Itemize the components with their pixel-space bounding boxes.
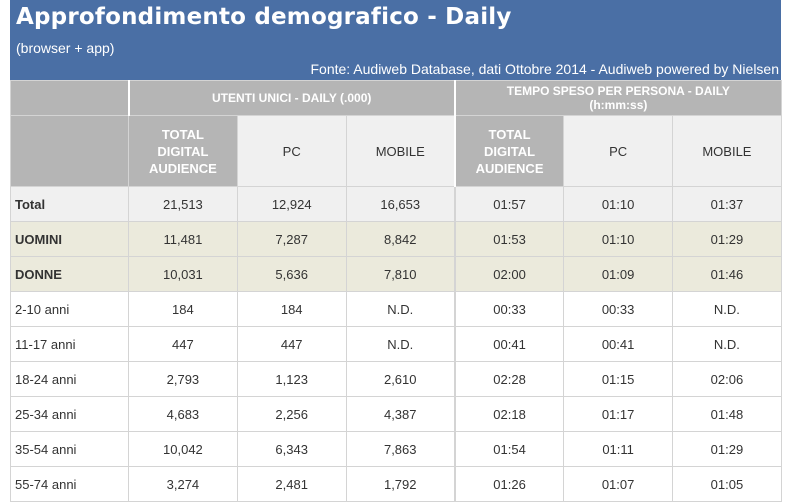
cell: 10,042 <box>128 431 238 467</box>
row-label: UOMINI <box>10 221 129 257</box>
page-subtitle: (browser + app) <box>16 40 115 56</box>
cell: 4,683 <box>128 396 238 432</box>
cell: 184 <box>128 291 238 327</box>
cell: 01:29 <box>672 221 782 257</box>
group-header-time-line1: TEMPO SPESO PER PERSONA - DAILY <box>506 84 730 98</box>
cell: 21,513 <box>128 186 238 222</box>
cell: 01:07 <box>563 466 673 502</box>
col-header-line: DIGITAL <box>484 143 536 159</box>
cell: 01:29 <box>672 431 782 467</box>
table-row: 25-34 anni 4,683 2,256 4,387 02:18 01:17… <box>10 396 782 432</box>
col-header-users-mobile: MOBILE <box>345 115 456 187</box>
table-row: 2-10 anni 184 184 N.D. 00:33 00:33 N.D. <box>10 291 782 327</box>
cell: 12,924 <box>236 186 347 222</box>
cell: 447 <box>128 326 238 362</box>
cell: 02:00 <box>453 256 565 292</box>
table-row: Total 21,513 12,924 16,653 01:57 01:10 0… <box>10 186 782 222</box>
cell: 00:41 <box>453 326 565 362</box>
source-note: Fonte: Audiweb Database, dati Ottobre 20… <box>310 61 779 77</box>
cell: 5,636 <box>236 256 347 292</box>
cell: 2,256 <box>236 396 347 432</box>
row-label: Total <box>10 186 129 222</box>
col-header-users-total-digital-audience: TOTAL DIGITAL AUDIENCE <box>128 115 238 187</box>
cell: N.D. <box>672 326 782 362</box>
group-header-time-line2: (h:mm:ss) <box>589 98 648 112</box>
page-title: Approfondimento demografico - Daily <box>16 4 512 30</box>
row-label: 2-10 anni <box>10 291 129 327</box>
cell: N.D. <box>345 326 456 362</box>
col-header-time-total-digital-audience: TOTAL DIGITAL AUDIENCE <box>453 115 565 187</box>
cell: 02:18 <box>453 396 565 432</box>
group-header-time: TEMPO SPESO PER PERSONA - DAILY (h:mm:ss… <box>453 80 782 116</box>
cell: 01:53 <box>453 221 565 257</box>
cell: N.D. <box>345 291 456 327</box>
cell: 3,274 <box>128 466 238 502</box>
cell: 01:37 <box>672 186 782 222</box>
cell: 01:09 <box>563 256 673 292</box>
col-header-line: TOTAL <box>488 126 531 142</box>
cell: 6,343 <box>236 431 347 467</box>
table-row: DONNE 10,031 5,636 7,810 02:00 01:09 01:… <box>10 256 782 292</box>
table-body: Total 21,513 12,924 16,653 01:57 01:10 0… <box>10 186 782 502</box>
table-header-banner: Approfondimento demografico - Daily (bro… <box>10 0 781 80</box>
col-header-line: AUDIENCE <box>148 160 217 176</box>
cell: 01:11 <box>563 431 673 467</box>
cell: 1,123 <box>236 361 347 397</box>
cell: 00:33 <box>453 291 565 327</box>
cell: 10,031 <box>128 256 238 292</box>
col-header-line: TOTAL <box>161 126 204 142</box>
cell: 4,387 <box>345 396 456 432</box>
cell: 01:05 <box>672 466 782 502</box>
row-label: DONNE <box>10 256 129 292</box>
cell: 11,481 <box>128 221 238 257</box>
cell: 16,653 <box>345 186 456 222</box>
row-label: 35-54 anni <box>10 431 129 467</box>
corner-cell <box>10 115 129 187</box>
row-label: 18-24 anni <box>10 361 129 397</box>
cell: 1,792 <box>345 466 456 502</box>
table-row: 18-24 anni 2,793 1,123 2,610 02:28 01:15… <box>10 361 782 397</box>
cell: 184 <box>236 291 347 327</box>
cell: 01:17 <box>563 396 673 432</box>
col-header-line: AUDIENCE <box>475 160 544 176</box>
cell: 2,610 <box>345 361 456 397</box>
row-label: 11-17 anni <box>10 326 129 362</box>
cell: 2,481 <box>236 466 347 502</box>
col-header-time-pc: PC <box>563 115 673 187</box>
cell: 7,810 <box>345 256 456 292</box>
table-row: 55-74 anni 3,274 2,481 1,792 01:26 01:07… <box>10 466 782 502</box>
cell: 8,842 <box>345 221 456 257</box>
cell: 01:10 <box>563 221 673 257</box>
cell: 01:26 <box>453 466 565 502</box>
group-header-row: UTENTI UNICI - DAILY (.000) TEMPO SPESO … <box>10 80 782 116</box>
cell: 447 <box>236 326 347 362</box>
corner-cell <box>10 80 129 116</box>
demographics-table: UTENTI UNICI - DAILY (.000) TEMPO SPESO … <box>10 80 782 502</box>
cell: 01:10 <box>563 186 673 222</box>
column-header-row: TOTAL DIGITAL AUDIENCE PC MOBILE TOTAL D… <box>10 115 782 187</box>
cell: 01:48 <box>672 396 782 432</box>
cell: 01:54 <box>453 431 565 467</box>
table-row: UOMINI 11,481 7,287 8,842 01:53 01:10 01… <box>10 221 782 257</box>
col-header-line: DIGITAL <box>157 143 209 159</box>
col-header-time-mobile: MOBILE <box>672 115 782 187</box>
cell: 02:28 <box>453 361 565 397</box>
col-header-users-pc: PC <box>236 115 347 187</box>
cell: 2,793 <box>128 361 238 397</box>
table-row: 35-54 anni 10,042 6,343 7,863 01:54 01:1… <box>10 431 782 467</box>
cell: 7,863 <box>345 431 456 467</box>
row-label: 25-34 anni <box>10 396 129 432</box>
cell: 00:33 <box>563 291 673 327</box>
cell: 01:57 <box>453 186 565 222</box>
cell: 02:06 <box>672 361 782 397</box>
cell: 01:15 <box>563 361 673 397</box>
cell: 01:46 <box>672 256 782 292</box>
group-header-users: UTENTI UNICI - DAILY (.000) <box>127 80 456 116</box>
row-label: 55-74 anni <box>10 466 129 502</box>
cell: 7,287 <box>236 221 347 257</box>
cell: 00:41 <box>563 326 673 362</box>
cell: N.D. <box>672 291 782 327</box>
table-row: 11-17 anni 447 447 N.D. 00:41 00:41 N.D. <box>10 326 782 362</box>
